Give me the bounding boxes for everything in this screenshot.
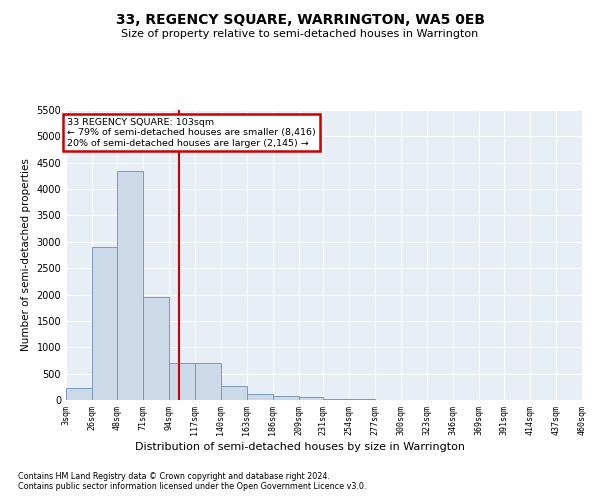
Bar — [195, 362, 221, 400]
Bar — [66, 388, 92, 400]
Bar — [169, 362, 195, 400]
Text: 33 REGENCY SQUARE: 103sqm
← 79% of semi-detached houses are smaller (8,416)
20% : 33 REGENCY SQUARE: 103sqm ← 79% of semi-… — [67, 118, 316, 148]
Bar — [323, 399, 349, 400]
Bar — [92, 247, 117, 400]
Text: 33, REGENCY SQUARE, WARRINGTON, WA5 0EB: 33, REGENCY SQUARE, WARRINGTON, WA5 0EB — [115, 12, 485, 26]
Text: Distribution of semi-detached houses by size in Warrington: Distribution of semi-detached houses by … — [135, 442, 465, 452]
Text: Contains public sector information licensed under the Open Government Licence v3: Contains public sector information licen… — [18, 482, 367, 491]
Bar — [117, 170, 143, 400]
Bar — [272, 396, 299, 400]
Bar — [143, 297, 169, 400]
Text: Size of property relative to semi-detached houses in Warrington: Size of property relative to semi-detach… — [121, 29, 479, 39]
Text: Contains HM Land Registry data © Crown copyright and database right 2024.: Contains HM Land Registry data © Crown c… — [18, 472, 330, 481]
Bar — [221, 386, 247, 400]
Y-axis label: Number of semi-detached properties: Number of semi-detached properties — [21, 158, 31, 352]
Bar — [299, 398, 323, 400]
Bar — [247, 394, 272, 400]
